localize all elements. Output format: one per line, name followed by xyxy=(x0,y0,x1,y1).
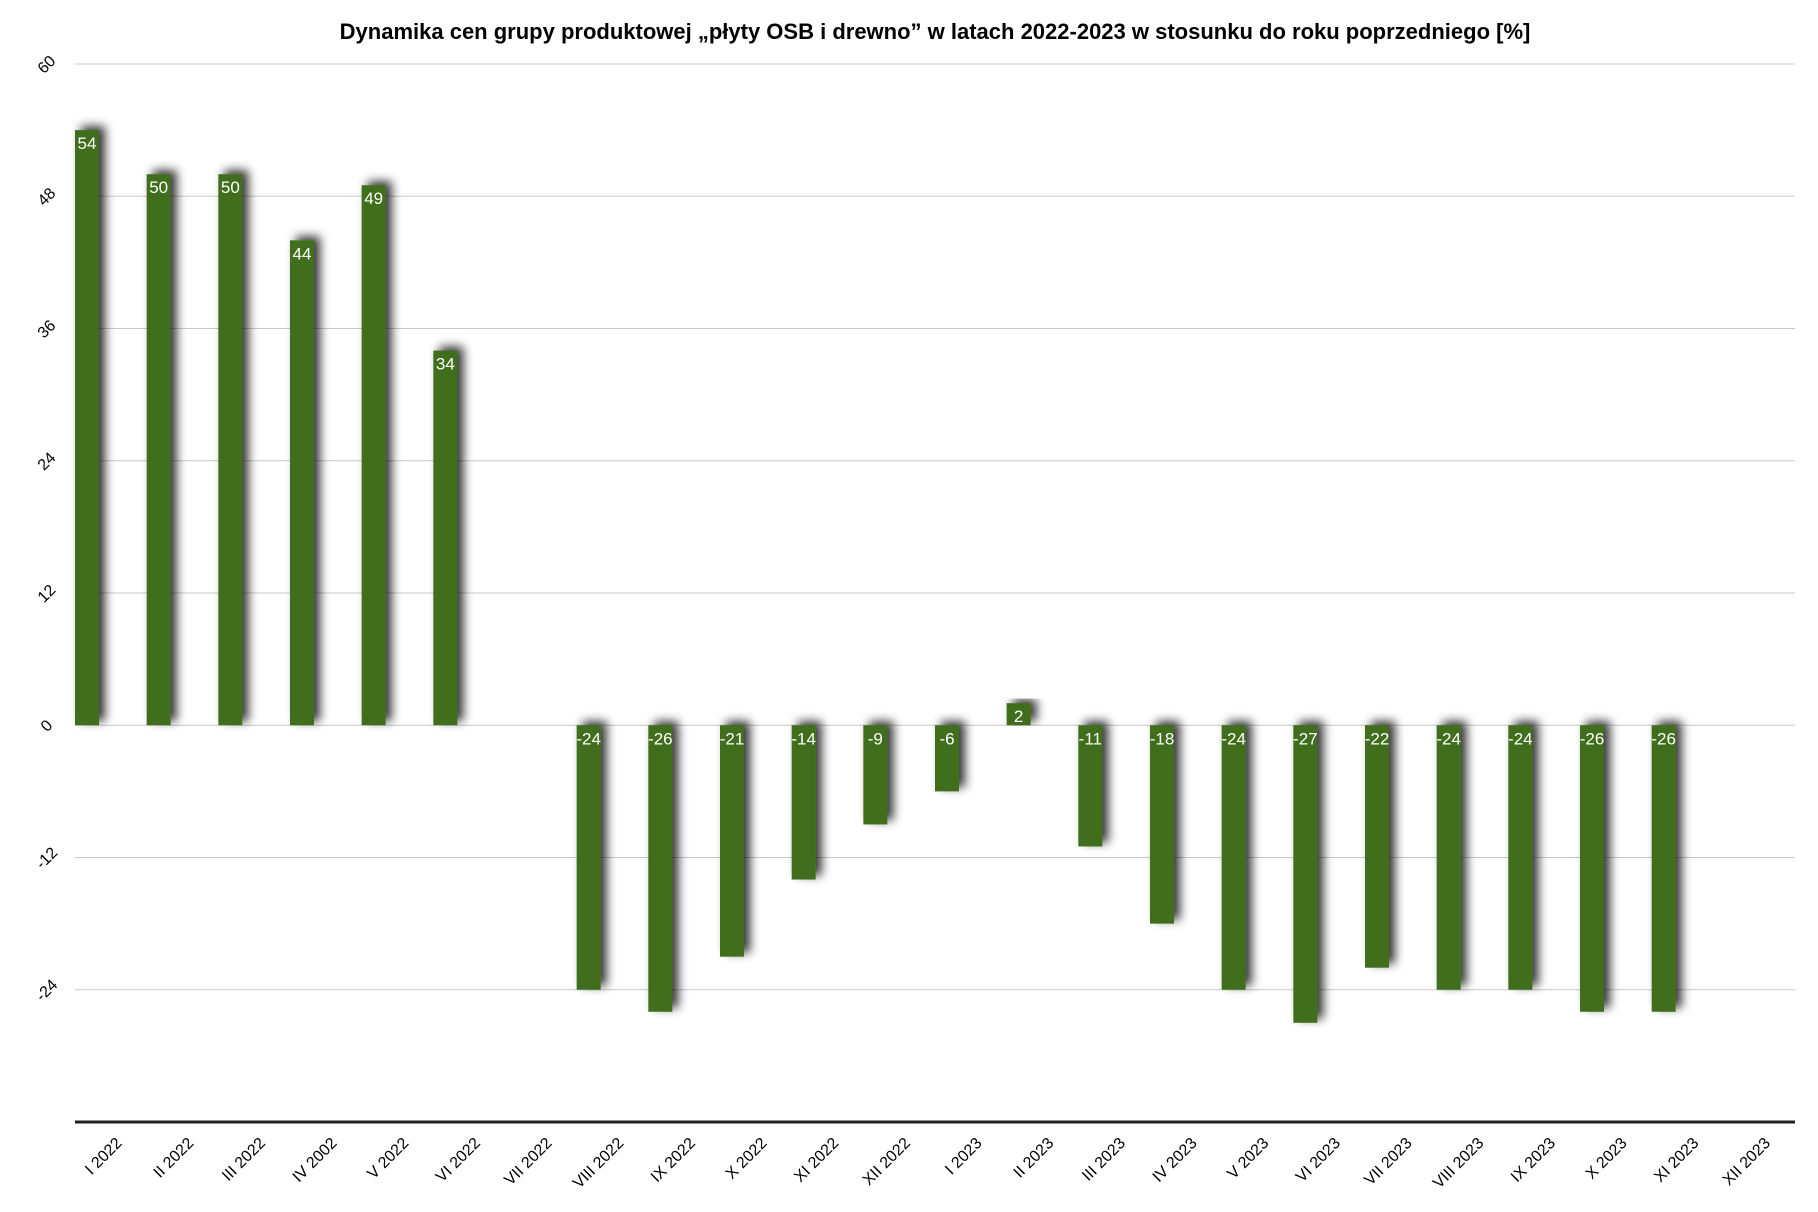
bar xyxy=(290,240,314,726)
x-tick-label: IV 2023 xyxy=(1150,1135,1201,1186)
data-label: 34 xyxy=(436,355,455,374)
y-tick-label: 36 xyxy=(35,317,60,342)
x-tick-label: VIII 2022 xyxy=(570,1135,627,1192)
bar xyxy=(433,350,458,726)
bar xyxy=(146,174,171,726)
bar xyxy=(1580,725,1604,1012)
data-label: -26 xyxy=(1651,729,1676,748)
x-tick-label: IX 2023 xyxy=(1508,1135,1559,1186)
x-tick-label: V 2023 xyxy=(1224,1135,1272,1183)
y-tick-label: 60 xyxy=(35,53,60,78)
data-label: -24 xyxy=(1221,729,1246,748)
x-tick-label: X 2023 xyxy=(1583,1135,1631,1183)
bar xyxy=(1221,725,1246,990)
bar xyxy=(1365,725,1389,968)
x-tick-label: XI 2022 xyxy=(791,1135,842,1186)
bar xyxy=(361,185,386,726)
data-label: 44 xyxy=(293,244,312,263)
data-label: -26 xyxy=(648,729,673,748)
bar xyxy=(1006,703,1031,726)
data-label: -26 xyxy=(1580,729,1605,748)
y-tick-label: -12 xyxy=(33,844,61,872)
data-label: 54 xyxy=(78,134,97,153)
bar xyxy=(791,725,816,880)
data-label: -22 xyxy=(1365,729,1390,748)
x-tick-label: VI 2023 xyxy=(1293,1135,1344,1186)
data-label: 50 xyxy=(221,178,240,197)
bar xyxy=(1436,725,1461,990)
x-tick-label: II 2023 xyxy=(1011,1135,1058,1182)
bar xyxy=(218,174,243,726)
x-tick-label: IX 2022 xyxy=(648,1135,699,1186)
bar xyxy=(1150,725,1174,924)
data-label: -24 xyxy=(1436,729,1461,748)
bar xyxy=(863,725,888,825)
x-tick-label: IV 2002 xyxy=(290,1135,341,1186)
bar xyxy=(720,725,744,957)
x-tick-label: VII 2022 xyxy=(501,1135,555,1189)
data-label: -27 xyxy=(1293,729,1318,748)
y-tick-label: 0 xyxy=(38,717,56,735)
x-tick-label: X 2022 xyxy=(723,1135,771,1183)
data-label: 50 xyxy=(149,178,168,197)
y-tick-label: -24 xyxy=(33,977,61,1005)
data-label: -18 xyxy=(1150,729,1175,748)
data-label: -24 xyxy=(1508,729,1533,748)
data-label: 49 xyxy=(364,189,383,208)
x-tick-label: VII 2023 xyxy=(1361,1135,1415,1189)
y-tick-label: 12 xyxy=(35,582,60,607)
bar xyxy=(1508,725,1533,990)
x-tick-label: VI 2022 xyxy=(433,1135,484,1186)
data-label: -9 xyxy=(868,729,883,748)
data-label: 2 xyxy=(1014,707,1023,726)
chart-title: Dynamika cen grupy produktowej „płyty OS… xyxy=(340,19,1531,44)
x-tick-label: XII 2022 xyxy=(860,1135,914,1189)
bar xyxy=(576,725,601,990)
data-label: -11 xyxy=(1079,729,1102,748)
x-tick-label: V 2022 xyxy=(364,1135,412,1183)
data-label: -24 xyxy=(576,729,601,748)
data-label: -6 xyxy=(939,729,954,748)
bar xyxy=(935,725,959,792)
bar xyxy=(1078,725,1103,847)
x-tick-label: II 2022 xyxy=(151,1135,198,1182)
bar xyxy=(75,130,99,726)
bar xyxy=(1293,725,1318,1023)
x-tick-label: XI 2023 xyxy=(1651,1135,1702,1186)
bar xyxy=(1651,725,1676,1012)
data-label: -14 xyxy=(791,729,816,748)
x-tick-label: III 2022 xyxy=(219,1135,269,1185)
bar xyxy=(648,725,673,1012)
y-tick-label: 48 xyxy=(35,185,60,210)
x-tick-label: I 2023 xyxy=(942,1135,986,1179)
x-tick-label: VIII 2023 xyxy=(1430,1135,1487,1192)
x-tick-label: I 2022 xyxy=(82,1135,126,1179)
x-tick-label: III 2023 xyxy=(1079,1135,1129,1185)
x-tick-label: XII 2023 xyxy=(1720,1135,1774,1189)
y-tick-label: 24 xyxy=(35,449,60,474)
data-label: -21 xyxy=(720,729,745,748)
